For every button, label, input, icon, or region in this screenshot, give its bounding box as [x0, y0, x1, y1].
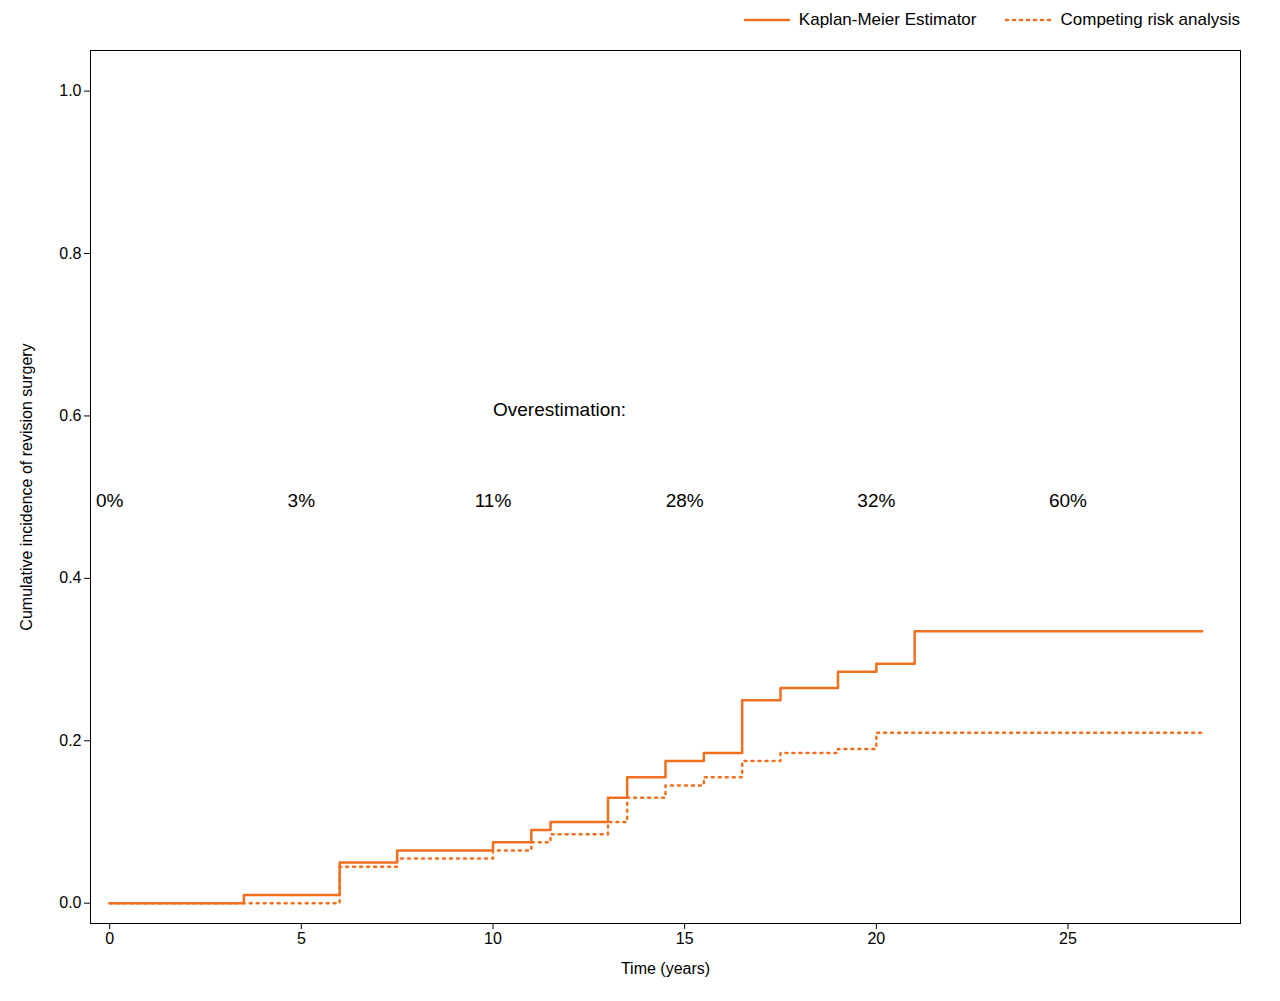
- svg-text:Overestimation:: Overestimation:: [493, 399, 626, 420]
- svg-text:0%: 0%: [96, 490, 124, 511]
- svg-text:32%: 32%: [857, 490, 895, 511]
- svg-text:15: 15: [676, 930, 694, 947]
- svg-text:0: 0: [105, 930, 114, 947]
- html-text:Competing risk analysis: Competing risk analysis: [1060, 10, 1240, 29]
- html-text:Kaplan-Meier Estimator: Kaplan-Meier Estimator: [798, 10, 977, 29]
- svg-text:Time (years): Time (years): [621, 960, 710, 977]
- svg-text:11%: 11%: [475, 490, 512, 511]
- svg-text:20: 20: [867, 930, 885, 947]
- svg-text:10: 10: [484, 930, 502, 947]
- svg-text:0.8: 0.8: [59, 245, 81, 262]
- svg-text:60%: 60%: [1049, 490, 1087, 511]
- svg-text:0.6: 0.6: [59, 407, 81, 424]
- svg-text:0.0: 0.0: [59, 894, 81, 911]
- svg-text:3%: 3%: [288, 490, 316, 511]
- svg-text:25: 25: [1059, 930, 1077, 947]
- svg-text:0.4: 0.4: [59, 569, 81, 586]
- svg-text:5: 5: [297, 930, 306, 947]
- svg-text:28%: 28%: [666, 490, 704, 511]
- svg-text:0.2: 0.2: [59, 732, 81, 749]
- svg-text:1.0: 1.0: [59, 82, 81, 99]
- svg-text:Cumulative incidence of revisi: Cumulative incidence of revision surgery: [18, 343, 35, 630]
